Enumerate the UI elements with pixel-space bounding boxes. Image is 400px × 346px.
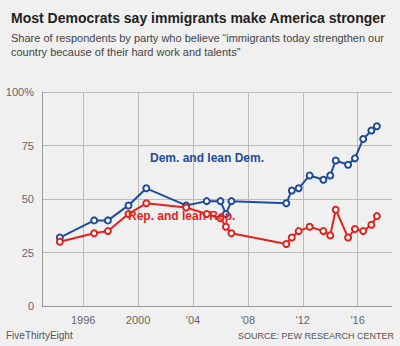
svg-text:FiveThirtyEight: FiveThirtyEight xyxy=(6,330,73,341)
svg-text:Most Democrats say immigrants: Most Democrats say immigrants make Ameri… xyxy=(11,10,386,26)
svg-text:1996: 1996 xyxy=(71,314,95,326)
svg-text:Dem. and lean Dem.: Dem. and lean Dem. xyxy=(150,151,264,165)
svg-text:75: 75 xyxy=(22,140,34,152)
svg-text:'12: '12 xyxy=(296,314,310,326)
svg-text:Rep. and lean Rep.: Rep. and lean Rep. xyxy=(128,209,235,223)
svg-text:'08: '08 xyxy=(241,314,255,326)
svg-text:SOURCE: PEW RESEARCH CENTER: SOURCE: PEW RESEARCH CENTER xyxy=(238,331,395,341)
svg-text:Share of respondents by party: Share of respondents by party who believ… xyxy=(11,32,387,44)
svg-text:country because of their hard: country because of their hard work and t… xyxy=(11,46,241,58)
svg-text:100%: 100% xyxy=(6,86,34,98)
svg-text:0: 0 xyxy=(28,300,34,312)
svg-text:50: 50 xyxy=(22,193,34,205)
svg-text:'16: '16 xyxy=(351,314,365,326)
svg-text:'04: '04 xyxy=(186,314,200,326)
svg-text:2000: 2000 xyxy=(126,314,150,326)
svg-text:25: 25 xyxy=(22,247,34,259)
